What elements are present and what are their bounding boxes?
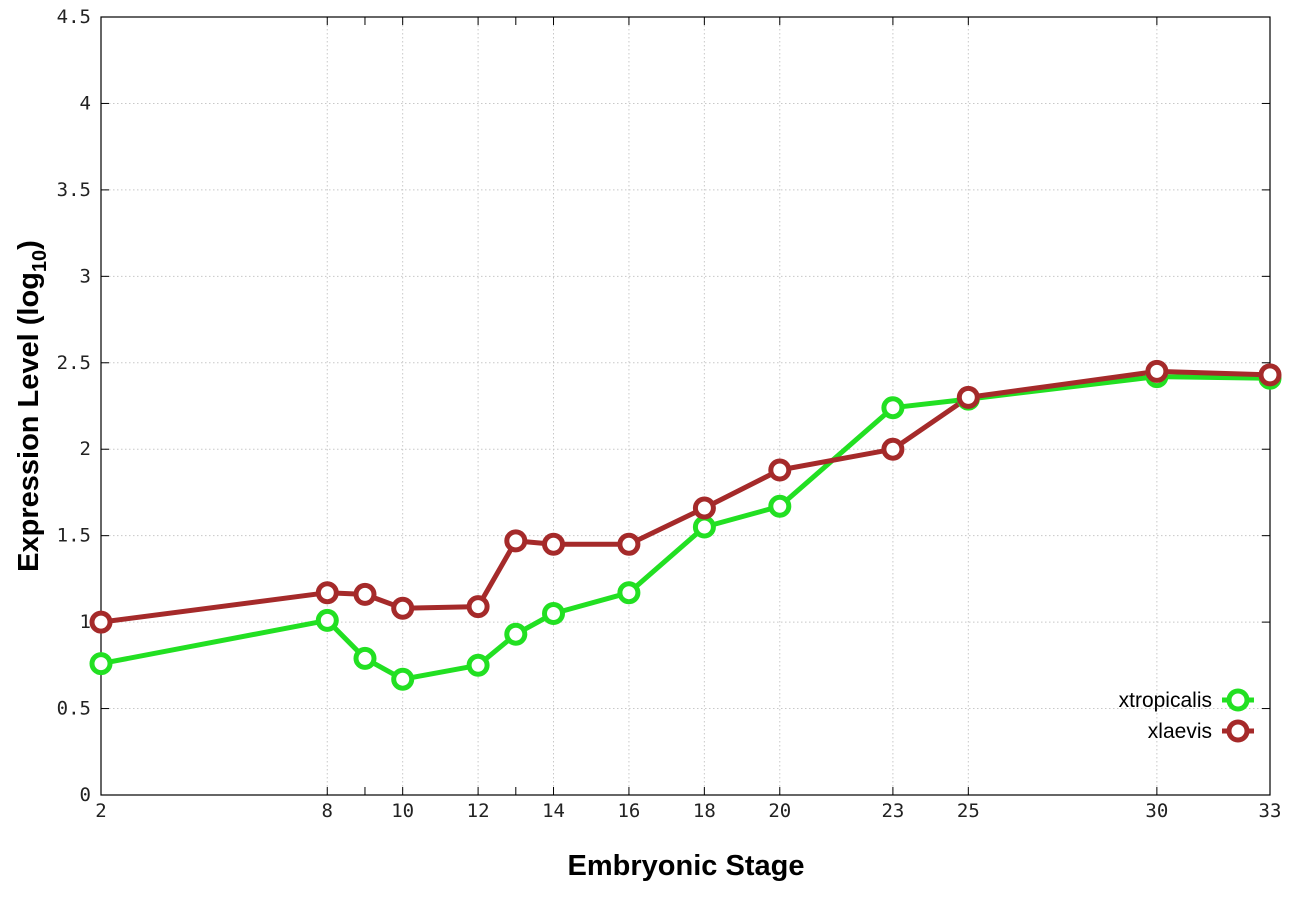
- data-point-xtropicalis: [617, 581, 641, 605]
- data-point-xlaevis: [542, 532, 565, 556]
- data-point-xtropicalis: [89, 652, 113, 676]
- data-point-xlaevis: [1145, 359, 1169, 383]
- y-tick-label: 2: [80, 438, 91, 460]
- y-axis-title-main: Expression Level (log: [13, 272, 45, 572]
- x-tick-label: 20: [768, 800, 791, 822]
- data-point-xlaevis: [391, 596, 415, 620]
- y-tick-label: 0: [80, 784, 91, 806]
- x-tick-label: 25: [957, 800, 980, 822]
- x-tick-label: 18: [693, 800, 716, 822]
- x-tick-label: 10: [391, 800, 414, 822]
- y-tick-label: 3.5: [57, 179, 91, 201]
- y-tick-label: 1.5: [57, 525, 91, 547]
- series-line-xtropicalis: [100, 374, 1271, 682]
- x-tick-label: 33: [1259, 800, 1282, 822]
- data-point-xtropicalis: [542, 602, 565, 625]
- data-point-xtropicalis: [353, 646, 377, 670]
- data-point-xtropicalis: [391, 667, 415, 691]
- data-point-xlaevis: [1258, 363, 1282, 387]
- series: [89, 359, 1282, 691]
- data-point-xlaevis: [89, 610, 113, 634]
- y-axis-title: Expression Level (log10): [13, 240, 51, 572]
- y-axis-title-close: ): [13, 240, 45, 250]
- data-point-xtropicalis: [692, 515, 716, 539]
- legend-label-xtropicalis: xtropicalis: [1119, 689, 1212, 712]
- y-axis-title-subscript: 10: [29, 250, 51, 272]
- y-tick-label: 3: [80, 265, 91, 287]
- x-tick-label: 12: [467, 800, 490, 822]
- series-line-xlaevis: [100, 368, 1271, 625]
- x-tick-label: 23: [881, 800, 904, 822]
- legend-label-xlaevis: xlaevis: [1148, 720, 1212, 743]
- data-point-xlaevis: [466, 595, 490, 619]
- data-point-xtropicalis: [466, 653, 490, 677]
- data-point-xlaevis: [768, 458, 792, 482]
- legend: xtropicalis xlaevis: [1119, 688, 1254, 743]
- x-tick-label: 8: [322, 800, 333, 822]
- data-point-xtropicalis: [315, 608, 339, 632]
- x-tick-label: 2: [95, 800, 106, 822]
- data-point-xtropicalis: [768, 494, 792, 518]
- plot-frame: [100, 16, 1271, 796]
- data-point-xlaevis: [956, 385, 980, 409]
- data-point-xlaevis: [692, 496, 716, 520]
- y-tick-label: 4.5: [57, 6, 91, 28]
- axis-ticks: 0 0.5 1 1.5 2 2.5 3 3.5 4 4.5 2 8 10 12 14 16 18 20 23 25 30…: [57, 6, 1282, 822]
- data-point-xlaevis: [881, 437, 905, 461]
- y-tick-label: 1: [80, 611, 91, 633]
- data-point-xlaevis: [617, 532, 641, 556]
- legend-marker-xlaevis: [1226, 719, 1250, 743]
- legend-marker-xtropicalis: [1226, 688, 1250, 712]
- y-tick-label: 4: [80, 92, 91, 114]
- data-point-xlaevis: [353, 582, 377, 606]
- x-tick-label: 30: [1145, 800, 1168, 822]
- x-tick-label: 14: [542, 800, 565, 822]
- x-tick-label: 16: [617, 800, 640, 822]
- data-point-xlaevis: [315, 581, 339, 605]
- data-point-xlaevis: [504, 529, 528, 553]
- grid: [101, 17, 1270, 795]
- x-axis-title: Embryonic Stage: [568, 850, 805, 882]
- data-point-xtropicalis: [504, 622, 528, 646]
- y-tick-label: 2.5: [57, 352, 91, 374]
- y-tick-label: 0.5: [57, 698, 91, 720]
- data-point-xtropicalis: [881, 396, 905, 420]
